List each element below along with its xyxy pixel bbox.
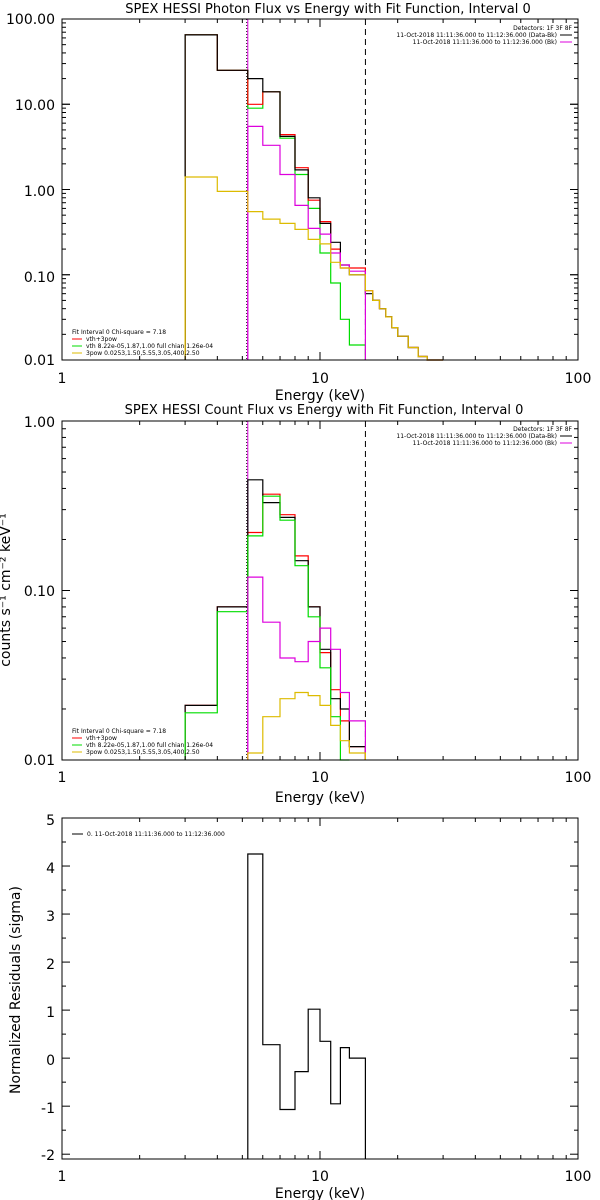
y-tick-label: 1 [46, 1005, 55, 1021]
plot-frame [61, 420, 579, 761]
axis-ticks [61, 817, 579, 1159]
x-tick-label: 10 [311, 1169, 329, 1185]
legend-text: 0. 11-Oct-2018 11:11:36.000 to 11:12:36.… [87, 831, 225, 838]
y-tick-label: 4 [46, 861, 55, 877]
series-line [184, 493, 366, 760]
count-flux-panel: SPEX HESSI Count Flux vs Energy with Fit… [0, 403, 591, 806]
photon-flux-panel: SPEX HESSI Photon Flux vs Energy with Fi… [6, 2, 591, 404]
legend-text: Fit Interval 0 Chi-square = 7.18 [72, 329, 166, 336]
axis-ticks [61, 18, 579, 361]
y-axis-label: counts s⁻¹ cm⁻² keV⁻¹ [0, 513, 14, 667]
y-tick-label: 10.00 [15, 98, 55, 114]
legend-text: 3pow 0.0253,1.50,5.55,3.05,400,2.50 [86, 749, 200, 756]
legend-text: vth+3pow [86, 336, 117, 343]
legend-text: Fit Interval 0 Chi-square = 7.18 [72, 728, 166, 735]
legend-top: Detectors: 1F 3F 8F 11-Oct-2018 11:11:36… [396, 25, 572, 46]
series-line [247, 576, 366, 760]
series-line [184, 495, 350, 761]
legend-bottom: Fit Interval 0 Chi-square = 7.18 vth+3po… [72, 329, 213, 357]
legend-top: Detectors: 1F 3F 8F 11-Oct-2018 11:11:36… [396, 426, 572, 447]
x-tick-label: 1 [58, 371, 67, 387]
y-tick-label: 2 [46, 957, 55, 973]
x-tick-label: 100 [565, 770, 592, 786]
legend-text: 11-Oct-2018 11:11:36.000 to 11:12:36.000… [413, 440, 557, 447]
series-line [184, 34, 366, 360]
series-line [184, 479, 366, 760]
y-tick-label: 0.10 [24, 584, 55, 600]
x-tick-label: 10 [311, 371, 329, 387]
y-tick-label: 100.00 [6, 12, 55, 28]
x-tick-label: 10 [311, 770, 329, 786]
legend-text: vth 8.22e-05,1.87,1.00 full chian 1.26e-… [86, 343, 213, 350]
legend-text: 11-Oct-2018 11:11:36.000 to 11:12:36.000… [413, 39, 557, 46]
chart-title: SPEX HESSI Photon Flux vs Energy with Fi… [125, 2, 531, 17]
y-tick-label: 1.00 [24, 184, 55, 200]
legend-text: 11-Oct-2018 11:11:36.000 to 11:12:36.000… [396, 32, 557, 39]
x-axis-label: Energy (keV) [275, 790, 365, 806]
legend-bottom: Fit Interval 0 Chi-square = 7.18 vth+3po… [72, 728, 213, 756]
series-line [247, 125, 366, 360]
plot-frame [61, 18, 579, 361]
y-tick-label: 5 [46, 813, 55, 829]
y-tick-label: -2 [41, 1148, 55, 1164]
chart-title: SPEX HESSI Count Flux vs Energy with Fit… [125, 403, 524, 418]
y-axis-label: Normalized Residuals (sigma) [8, 886, 24, 1094]
series-line [247, 853, 366, 1159]
x-tick-label: 100 [565, 1169, 592, 1185]
plot-marks [184, 421, 366, 761]
y-tick-label: 1.00 [24, 415, 55, 431]
legend: 0. 11-Oct-2018 11:11:36.000 to 11:12:36.… [72, 831, 225, 838]
x-tick-label: 1 [58, 1169, 67, 1185]
series-line [184, 34, 444, 361]
plot-marks [184, 19, 444, 361]
y-tick-label: 0.10 [24, 270, 55, 286]
legend-text: Detectors: 1F 3F 8F [513, 426, 572, 433]
y-tick-label: 0 [46, 1053, 55, 1069]
x-axis-label: Energy (keV) [275, 388, 365, 404]
legend-text: Detectors: 1F 3F 8F [513, 25, 572, 32]
legend-text: vth+3pow [86, 735, 117, 742]
y-tick-label: 3 [46, 909, 55, 925]
x-axis-label: Energy (keV) [275, 1186, 365, 1200]
legend-text: vth 8.22e-05,1.87,1.00 full chian 1.26e-… [86, 742, 213, 749]
y-tick-label: -1 [41, 1101, 55, 1117]
plot-marks [247, 853, 366, 1159]
legend-text: 11-Oct-2018 11:11:36.000 to 11:12:36.000… [396, 433, 557, 440]
legend-text: 3pow 0.0253,1.50,5.55,3.05,400,2.50 [86, 350, 200, 357]
y-tick-label: 0.01 [24, 753, 55, 769]
axis-ticks [61, 420, 579, 761]
series-line [247, 691, 366, 760]
y-tick-label: 0.01 [24, 353, 55, 369]
x-tick-label: 100 [565, 371, 592, 387]
series-line [184, 176, 444, 361]
x-tick-label: 1 [58, 770, 67, 786]
residuals-panel: 1 10 100 -2 -1 0 1 2 3 4 5 Energy (keV) … [8, 813, 591, 1200]
plot-frame [61, 817, 579, 1160]
